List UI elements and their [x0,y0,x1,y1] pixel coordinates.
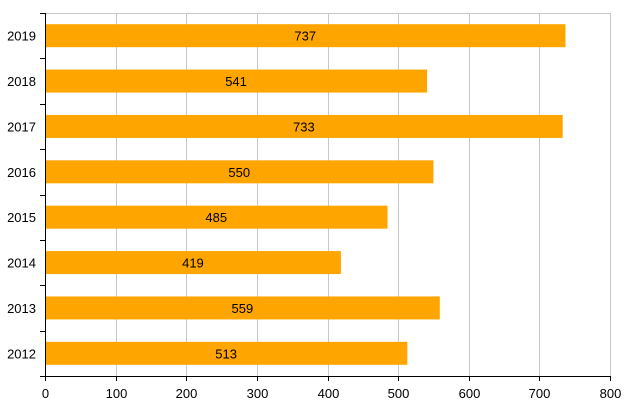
bar-2014 [46,251,341,275]
grid-lines [45,13,611,376]
x-tick-label: 600 [459,386,481,401]
x-tick-label: 100 [106,386,128,401]
axes [40,13,611,381]
data-label: 550 [228,165,250,180]
x-tick-label: 0 [42,386,49,401]
data-label: 419 [182,256,204,271]
bars [46,24,566,365]
x-tick-label: 800 [600,386,622,401]
bar-2016 [46,160,434,184]
bar-2013 [46,296,440,320]
data-label: 513 [215,346,237,361]
category-label: 2013 [7,301,36,316]
category-label: 2016 [7,165,36,180]
category-label: 2017 [7,119,36,134]
x-tick-labels: 0 100 200 300 400 500 600 700 800 [42,386,621,401]
x-tick-label: 300 [247,386,269,401]
x-tick-label: 400 [318,386,340,401]
y-category-labels: 2019 2018 2017 2016 2015 2014 2013 2012 [7,29,36,362]
bar-2017 [46,114,563,138]
bar-2015 [46,205,388,229]
category-label: 2015 [7,210,36,225]
bar-2019 [46,24,566,48]
x-tick-label: 500 [388,386,410,401]
x-tick-label: 700 [529,386,551,401]
category-label: 2014 [7,256,36,271]
category-label: 2012 [7,346,36,361]
data-label: 733 [293,119,315,134]
data-label: 559 [232,301,254,316]
x-tick-label: 200 [176,386,198,401]
data-label: 485 [205,210,227,225]
category-label: 2018 [7,74,36,89]
data-labels: 737 541 733 550 485 419 559 513 [182,29,316,362]
data-label: 737 [294,29,316,44]
data-label: 541 [225,74,247,89]
bar-2012 [46,341,408,365]
category-label: 2019 [7,29,36,44]
bar-2018 [46,69,428,93]
